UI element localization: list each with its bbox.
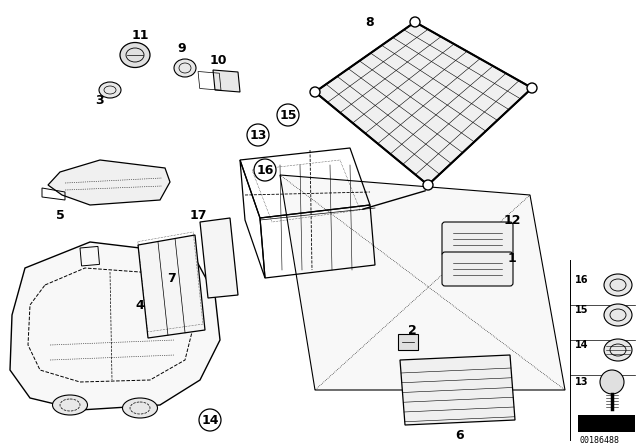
Circle shape (277, 104, 299, 126)
Polygon shape (48, 160, 170, 205)
Polygon shape (280, 175, 565, 390)
Ellipse shape (604, 304, 632, 326)
Circle shape (600, 370, 624, 394)
Circle shape (423, 180, 433, 190)
Text: 16: 16 (575, 275, 589, 285)
Polygon shape (213, 70, 240, 92)
FancyBboxPatch shape (442, 222, 513, 256)
Ellipse shape (604, 274, 632, 296)
Ellipse shape (120, 43, 150, 68)
Text: 14: 14 (201, 414, 219, 426)
Text: 15: 15 (279, 108, 297, 121)
Text: 2: 2 (408, 323, 417, 336)
Text: 5: 5 (56, 208, 65, 221)
Text: 15: 15 (575, 305, 589, 315)
Text: 9: 9 (178, 42, 186, 55)
Text: 13: 13 (575, 377, 589, 387)
Circle shape (254, 159, 276, 181)
Polygon shape (10, 242, 220, 410)
Polygon shape (138, 235, 205, 338)
Text: 00186488: 00186488 (580, 436, 620, 445)
Bar (80, 246, 99, 266)
Circle shape (527, 83, 537, 93)
Text: 1: 1 (508, 251, 516, 264)
Text: 4: 4 (136, 298, 145, 311)
Text: 12: 12 (503, 214, 521, 227)
Text: 10: 10 (209, 53, 227, 66)
Ellipse shape (99, 82, 121, 98)
Circle shape (247, 124, 269, 146)
FancyBboxPatch shape (442, 252, 513, 286)
Ellipse shape (52, 395, 88, 415)
Bar (398, 334, 418, 350)
Ellipse shape (604, 339, 632, 361)
Ellipse shape (122, 398, 157, 418)
Text: 7: 7 (168, 271, 177, 284)
Text: 13: 13 (250, 129, 267, 142)
Circle shape (410, 17, 420, 27)
Polygon shape (200, 218, 238, 298)
Circle shape (199, 409, 221, 431)
Text: 17: 17 (189, 208, 207, 221)
Text: 11: 11 (131, 29, 148, 42)
Text: 8: 8 (365, 16, 374, 29)
Circle shape (310, 87, 320, 97)
Text: 14: 14 (575, 340, 589, 350)
Ellipse shape (174, 59, 196, 77)
Polygon shape (578, 415, 635, 432)
Polygon shape (315, 22, 532, 185)
Text: 3: 3 (96, 94, 104, 107)
Text: 6: 6 (456, 428, 464, 441)
Text: 16: 16 (256, 164, 274, 177)
Polygon shape (400, 355, 515, 425)
